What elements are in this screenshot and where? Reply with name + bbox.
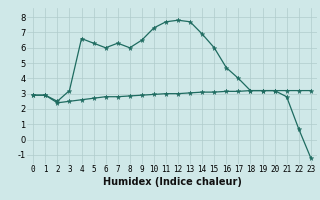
X-axis label: Humidex (Indice chaleur): Humidex (Indice chaleur) bbox=[103, 177, 241, 187]
